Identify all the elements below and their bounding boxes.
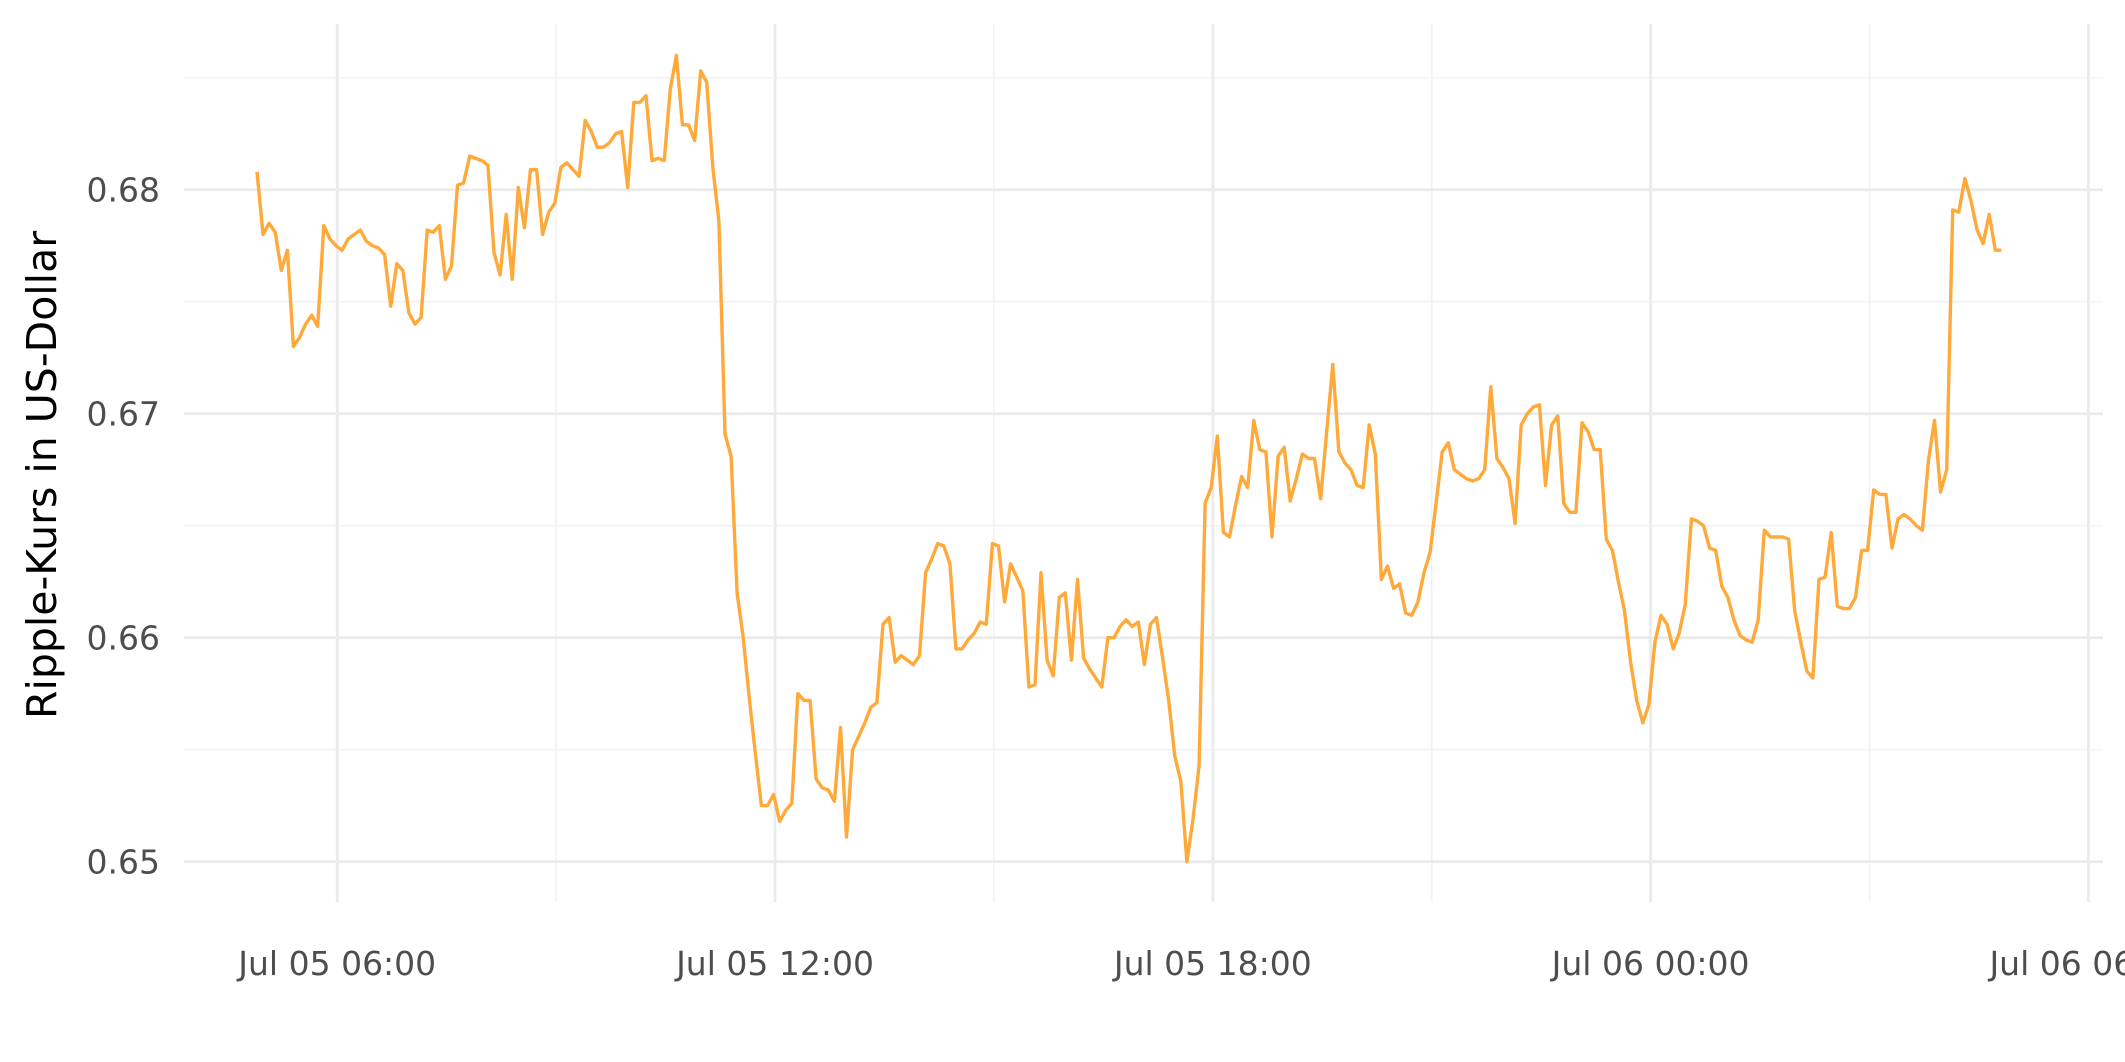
x-tick-label: Jul 06 00:00 <box>1550 944 1750 983</box>
y-tick-label: 0.65 <box>87 843 160 882</box>
y-axis-tick-labels: 0.65 0.66 0.67 0.68 <box>87 171 160 882</box>
price-line <box>255 53 2002 864</box>
major-gridlines <box>184 24 2103 902</box>
x-tick-label: Jul 05 06:00 <box>236 944 436 983</box>
y-tick-label: 0.68 <box>87 171 160 210</box>
x-tick-label: Jul 05 12:00 <box>674 944 874 983</box>
y-tick-label: 0.67 <box>87 395 160 434</box>
y-axis-title: Ripple-Kurs in US-Dollar <box>18 231 66 719</box>
y-tick-label: 0.66 <box>87 619 160 658</box>
x-tick-label: Jul 05 18:00 <box>1112 944 1312 983</box>
x-axis-tick-labels: Jul 05 06:00 Jul 05 12:00 Jul 05 18:00 Jul … <box>236 944 2125 983</box>
x-tick-label: Jul 06 06:00 <box>1987 944 2125 983</box>
minor-gridlines <box>184 24 2103 902</box>
